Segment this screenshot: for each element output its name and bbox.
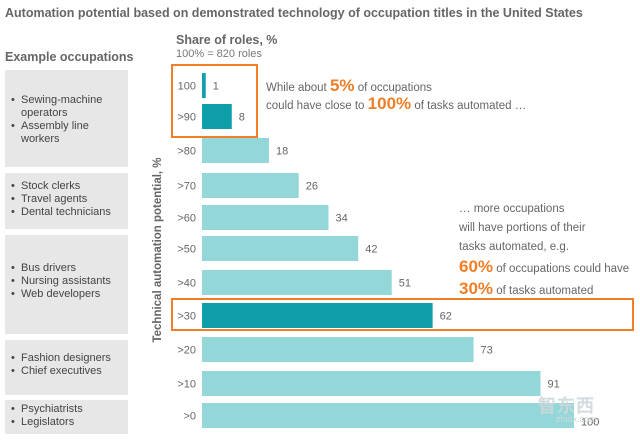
occupation-group-5: Psychiatrists Legislators	[5, 400, 128, 434]
occupation-item: Dental technicians	[11, 206, 128, 219]
occupation-item: Sewing-machine operators	[11, 94, 128, 120]
annotation-text: … more occupations	[459, 203, 565, 215]
annotation-text: of tasks automated	[493, 285, 594, 297]
value-label: 18	[276, 146, 288, 158]
occupation-item: Assembly line workers	[11, 120, 128, 146]
annotation-text: could have close to	[266, 100, 368, 112]
occupation-item: Chief executives	[11, 365, 128, 378]
occupation-item: Web developers	[11, 288, 128, 301]
chart-title: Automation potential based on demonstrat…	[5, 6, 583, 20]
bar-100	[202, 73, 206, 98]
value-label: 8	[239, 112, 245, 124]
bar-gt50	[202, 236, 359, 261]
value-label: 100	[581, 417, 599, 429]
occupation-item: Legislators	[11, 416, 128, 429]
occupation-item: Travel agents	[11, 193, 128, 206]
occupation-item: Bus drivers	[11, 262, 128, 275]
annotation-mid: … more occupations will have portions of…	[459, 200, 629, 301]
value-label: 1	[213, 81, 219, 93]
annotation-text: of occupations could have	[493, 263, 630, 275]
bar-gt40	[202, 270, 392, 295]
annotation-highlight: 5%	[329, 76, 355, 95]
occupation-group-3: Bus drivers Nursing assistants Web devel…	[5, 235, 128, 334]
bar-gt30	[202, 303, 433, 328]
occupations-header: Example occupations	[5, 50, 134, 64]
value-label: 91	[548, 379, 560, 391]
y-tick-label: >50	[177, 244, 196, 256]
value-label: 26	[306, 181, 318, 193]
occupation-group-2: Stock clerks Travel agents Dental techni…	[5, 173, 128, 229]
bar-gt10	[202, 371, 541, 396]
annotation-highlight: 30%	[459, 279, 494, 298]
annotation-text: of tasks automated …	[411, 100, 527, 112]
annotation-text: While about	[266, 82, 330, 94]
y-tick-label: >10	[177, 379, 196, 391]
value-label: 42	[365, 244, 377, 256]
y-tick-label: >20	[177, 345, 196, 357]
annotation-highlight: 60%	[459, 257, 494, 276]
occupation-item: Nursing assistants	[11, 275, 128, 288]
y-tick-label: 100	[178, 81, 196, 93]
bar-gt20	[202, 337, 474, 362]
watermark-logo: 智东西	[538, 396, 595, 416]
y-tick-label: >80	[177, 146, 196, 158]
annotation-top: While about 5% of occupations could have…	[266, 76, 527, 114]
annotation-top-line2: could have close to 100% of tasks automa…	[266, 94, 527, 114]
bar-gt90	[202, 104, 232, 129]
bar-gt80	[202, 138, 269, 163]
bar-gt60	[202, 205, 329, 230]
annotation-mid-line5: 30% of tasks automated	[459, 279, 629, 301]
annotation-text: of occupations	[354, 82, 432, 94]
annotation-highlight: 100%	[367, 94, 412, 113]
occupation-item: Stock clerks	[11, 180, 128, 193]
value-label: 62	[440, 311, 452, 323]
annotation-text: will have portions of their	[459, 222, 586, 234]
share-subheader: 100% = 820 roles	[176, 48, 262, 60]
y-tick-label: >70	[177, 181, 196, 193]
occupation-item: Psychiatrists	[11, 403, 128, 416]
occupation-item: Fashion designers	[11, 352, 128, 365]
y-tick-label: >0	[183, 411, 196, 423]
bar-gt0	[202, 403, 574, 428]
y-tick-label: >60	[177, 213, 196, 225]
annotation-top-line1: While about 5% of occupations	[266, 76, 526, 96]
value-label: 34	[335, 213, 347, 225]
value-label: 51	[399, 278, 411, 290]
share-header: Share of roles, %	[176, 33, 278, 47]
bar-gt70	[202, 173, 299, 198]
y-tick-label: >40	[177, 278, 196, 290]
highlight-box-top	[171, 64, 258, 138]
highlight-box-30	[171, 298, 634, 331]
value-label: 73	[481, 345, 493, 357]
y-tick-label: >30	[177, 311, 196, 323]
y-tick-label: >90	[177, 112, 196, 124]
watermark-url: zhidx.com	[556, 414, 597, 424]
annotation-text: tasks automated, e.g.	[459, 241, 569, 253]
occupation-group-4: Fashion designers Chief executives	[5, 340, 128, 395]
occupation-group-1: Sewing-machine operators Assembly line w…	[5, 70, 128, 167]
annotation-mid-line4: 60% of occupations could have	[459, 257, 629, 279]
